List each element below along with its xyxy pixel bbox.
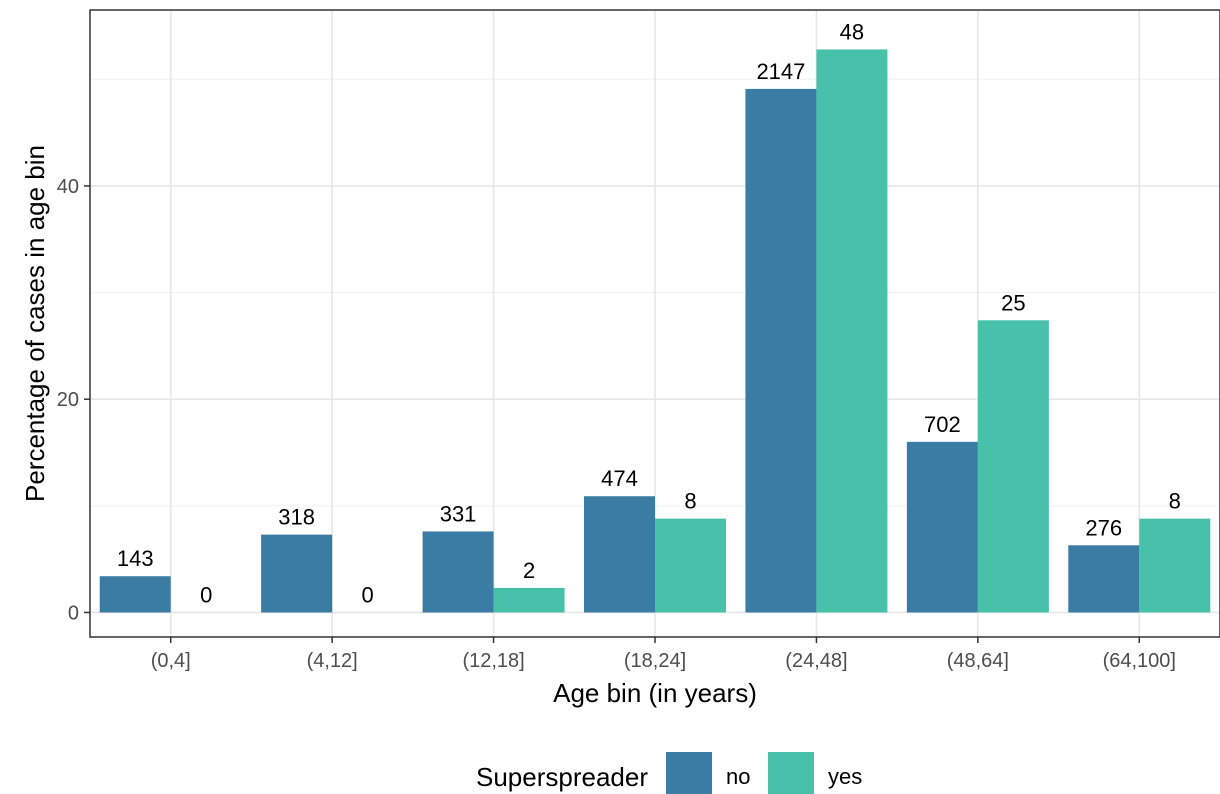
legend-label-no: no — [726, 764, 750, 789]
data-label-no-0: 143 — [117, 546, 154, 571]
x-tick-label: (48,64] — [947, 650, 1009, 672]
x-tick-label: (18,24] — [624, 650, 686, 672]
legend-title: Superspreader — [476, 762, 648, 792]
bar-yes-4 — [816, 49, 888, 613]
x-tick-label: (64,100] — [1103, 650, 1176, 672]
data-label-no-6: 276 — [1085, 515, 1122, 540]
data-label-yes-0: 0 — [200, 582, 212, 607]
legend: Superspreader no yes — [476, 752, 862, 794]
bar-no-5 — [906, 441, 978, 613]
bar-no-6 — [1068, 545, 1140, 613]
legend-label-yes: yes — [828, 764, 862, 789]
y-axis-ticks: 0 20 40 — [57, 176, 90, 624]
data-label-no-4: 2147 — [756, 59, 805, 84]
bar-no-3 — [584, 496, 655, 613]
data-label-no-2: 331 — [440, 501, 477, 526]
data-label-yes-5: 25 — [1001, 290, 1025, 315]
x-tick-label: (12,18] — [462, 650, 524, 672]
x-axis-title: Age bin (in years) — [553, 678, 757, 708]
legend-items: no yes — [666, 752, 862, 794]
data-label-yes-3: 8 — [684, 489, 696, 514]
bar-yes-2 — [493, 587, 565, 613]
data-label-layer: 143 318 331 474 2147 702 276 0 0 2 8 48 25 8 — [117, 19, 1181, 607]
x-tick-label: (24,48] — [785, 650, 847, 672]
x-axis-ticks: (0,4] (4,12] (12,18] (18,24] (24,48] (48,64] (… — [151, 637, 1176, 672]
data-label-yes-2: 2 — [523, 558, 535, 583]
legend-key-yes — [768, 752, 814, 794]
bar-no-1 — [261, 534, 333, 613]
legend-key-no — [666, 752, 712, 794]
bar-yes-6 — [1139, 518, 1211, 613]
data-label-no-1: 318 — [278, 505, 315, 530]
data-label-no-5: 702 — [924, 412, 961, 437]
bar-layer — [99, 49, 1211, 613]
bar-no-0 — [99, 576, 171, 613]
x-tick-label: (4,12] — [307, 650, 358, 672]
bar-yes-3 — [655, 518, 726, 613]
bar-yes-5 — [977, 320, 1049, 613]
data-label-no-3: 474 — [601, 466, 638, 491]
bar-no-2 — [422, 531, 494, 613]
bar-no-4 — [745, 88, 817, 613]
data-label-yes-4: 48 — [840, 19, 864, 44]
y-axis-title: Percentage of cases in age bin — [20, 145, 50, 502]
y-tick-label: 40 — [57, 176, 79, 198]
data-label-yes-1: 0 — [362, 582, 374, 607]
y-tick-label: 0 — [68, 602, 79, 624]
x-tick-label: (0,4] — [151, 650, 191, 672]
y-tick-label: 20 — [57, 389, 79, 411]
data-label-yes-6: 8 — [1169, 489, 1181, 514]
